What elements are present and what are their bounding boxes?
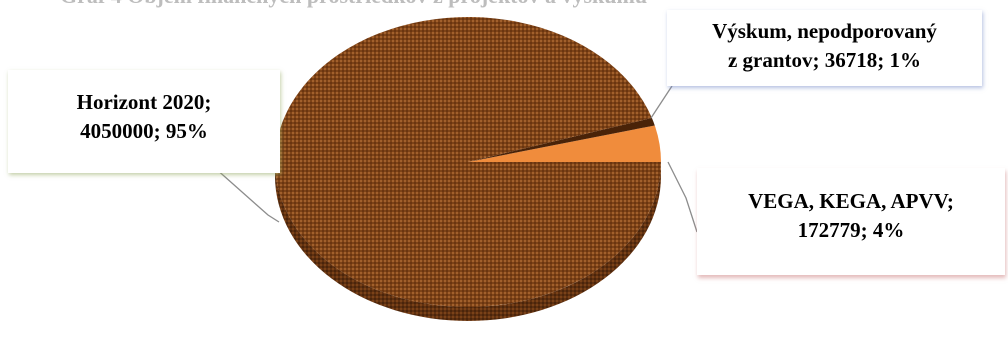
pie-slice-vega [468,125,661,162]
chart-title: Graf 4 Objem finančných prostriedkov z p… [60,0,647,9]
data-label-vyskum-line1: Výskum, nepodporovaný [712,19,937,43]
data-label-vyskum: Výskum, nepodporovaný z grantov; 36718; … [667,10,982,86]
data-label-vega: VEGA, KEGA, APVV; 172779; 4% [697,168,1005,275]
data-label-horizont: Horizont 2020; 4050000; 95% [8,70,280,173]
data-label-vega-line1: VEGA, KEGA, APVV; [748,189,954,213]
data-label-vyskum-line2: z grantov; 36718; 1% [727,48,922,72]
leader-line-vyskum [650,85,673,119]
data-label-horizont-line2: 4050000; 95% [80,119,208,143]
data-label-horizont-line1: Horizont 2020; [76,90,212,114]
leader-line-vega [667,161,698,233]
data-label-vega-line2: 172779; 4% [797,218,905,242]
pie-slice-vyskum [468,117,655,162]
leader-line-horizont [214,167,280,223]
pie-slice-horizont [275,16,661,308]
